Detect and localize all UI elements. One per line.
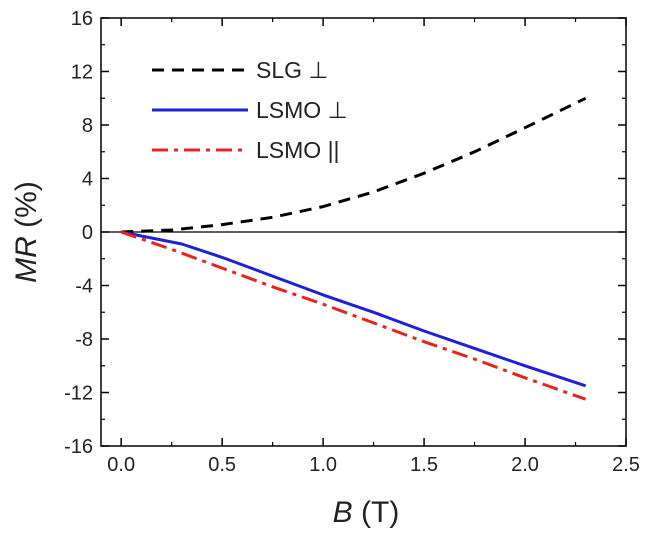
y-tick-label-6: 8: [82, 115, 93, 137]
y-tick-label-1: -12: [64, 383, 93, 405]
y-tick-label-5: 4: [82, 169, 93, 191]
y-axis-title-symbol: MR: [10, 236, 43, 283]
legend: SLG ⊥ LSMO ⊥ LSMO ||: [152, 57, 348, 163]
x-tick-label-2: 1.0: [309, 454, 337, 476]
x-tick-label-1: 0.5: [208, 454, 236, 476]
y-tick-label-0: -16: [64, 436, 93, 458]
y-axis-title-unit: (%): [10, 181, 43, 236]
series-line-1: [120, 230, 587, 388]
x-axis-title-unit: (T): [353, 496, 400, 529]
x-tick-label-4: 2.0: [511, 454, 539, 476]
x-tick-label-3: 1.5: [410, 454, 438, 476]
y-tick-label-7: 12: [71, 62, 93, 84]
x-tick-label-5: 2.5: [612, 454, 640, 476]
y-tick-label-8: 16: [71, 8, 93, 30]
legend-label-lsmo-perp: LSMO ⊥: [256, 97, 348, 123]
y-axis-title: MR (%): [10, 181, 43, 283]
x-tick-label-0: 0.0: [107, 454, 135, 476]
legend-label-slg-perp: SLG ⊥: [256, 57, 328, 83]
x-axis-title-symbol: B: [333, 496, 353, 529]
series-line-0: [121, 96, 587, 234]
legend-label-lsmo-parallel: LSMO ||: [256, 137, 340, 163]
series-line-2: [120, 230, 587, 401]
y-tick-label-4: 0: [82, 222, 93, 244]
y-tick-label-3: -4: [75, 276, 93, 298]
y-tick-label-2: -8: [75, 329, 93, 351]
x-axis-title: B (T): [333, 496, 400, 529]
